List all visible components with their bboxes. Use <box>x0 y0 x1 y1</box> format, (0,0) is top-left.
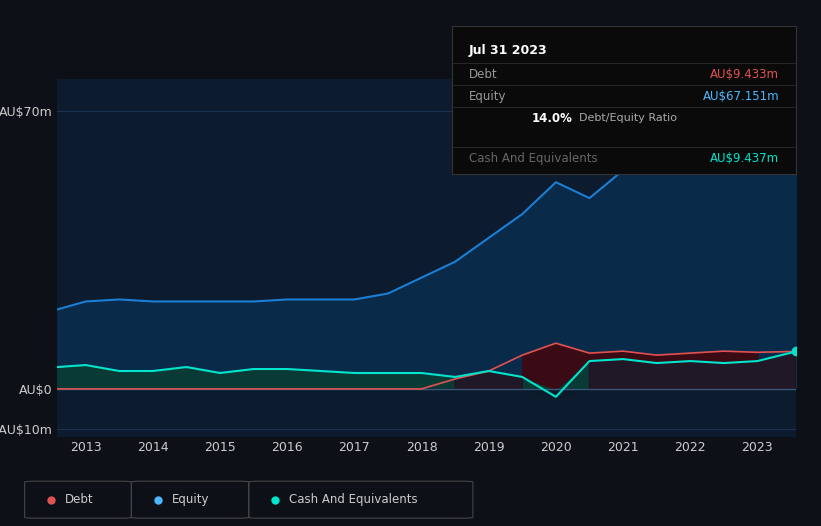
Text: Jul 31 2023: Jul 31 2023 <box>469 44 548 57</box>
Text: Equity: Equity <box>172 493 209 506</box>
Text: AU$9.437m: AU$9.437m <box>710 153 779 165</box>
Text: 14.0%: 14.0% <box>531 112 572 125</box>
Text: Cash And Equivalents: Cash And Equivalents <box>289 493 417 506</box>
Text: Debt: Debt <box>469 68 498 82</box>
Text: AU$67.151m: AU$67.151m <box>703 90 779 104</box>
Text: AU$9.433m: AU$9.433m <box>710 68 779 82</box>
Text: Cash And Equivalents: Cash And Equivalents <box>469 153 598 165</box>
Text: Debt/Equity Ratio: Debt/Equity Ratio <box>579 113 677 124</box>
Text: Debt: Debt <box>65 493 94 506</box>
Text: Equity: Equity <box>469 90 507 104</box>
